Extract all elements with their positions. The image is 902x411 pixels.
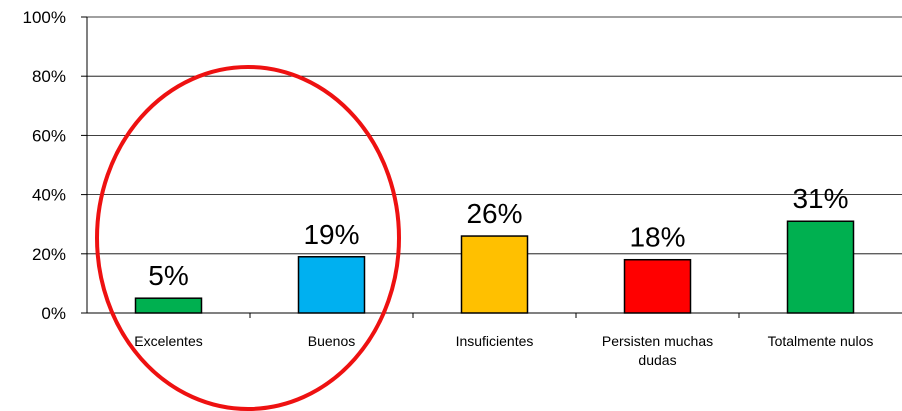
x-tick-label: Insuficientes: [455, 333, 534, 349]
value-label: 26%: [466, 198, 522, 229]
x-tick-label: Totalmente nulos: [767, 333, 874, 349]
x-tick-label: Excelentes: [134, 333, 203, 349]
value-label: 5%: [148, 260, 188, 291]
y-tick-label: 0%: [41, 304, 66, 323]
y-tick-label: 60%: [32, 126, 66, 145]
value-label: 19%: [303, 219, 359, 250]
y-tick-label: 100%: [23, 8, 66, 27]
x-tick-label: Buenos: [307, 333, 356, 349]
bar: [297, 256, 366, 314]
value-label: 31%: [792, 183, 848, 214]
bar: [786, 220, 855, 314]
y-tick-label: 40%: [32, 186, 66, 205]
value-label: 18%: [629, 222, 685, 253]
bar: [623, 258, 692, 314]
bar: [460, 235, 529, 314]
y-tick-label: 20%: [32, 245, 66, 264]
y-tick-label: 80%: [32, 67, 66, 86]
x-tick-label: Persisten muchas dudas: [601, 333, 714, 368]
bar: [134, 297, 203, 314]
